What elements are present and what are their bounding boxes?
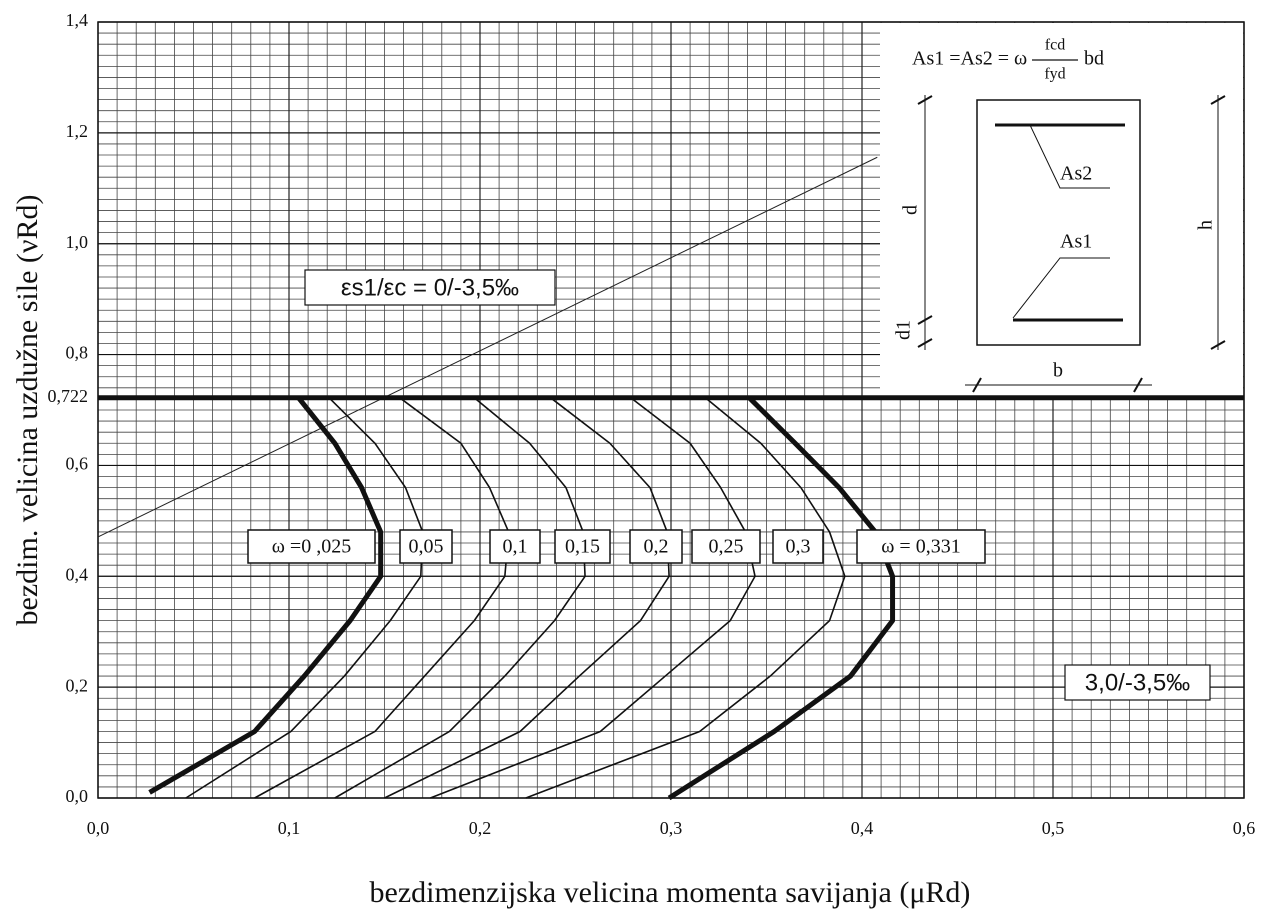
- formula: As1 =As2 = ω: [912, 48, 1027, 70]
- legend-label: 0,15: [565, 536, 600, 558]
- y-tick-label: 1,2: [66, 121, 89, 141]
- legend-label: ω =0 ,025: [272, 536, 351, 558]
- x-tick-label: 0,1: [278, 818, 301, 838]
- dimension-tick: [917, 315, 933, 325]
- grid: [97, 21, 1245, 799]
- legend-label: 0,3: [786, 536, 811, 558]
- y-tick-label: 1,0: [66, 232, 89, 252]
- dimension-tick: [1210, 95, 1226, 105]
- label-box: [399, 529, 453, 564]
- inset-label: b: [1053, 360, 1063, 382]
- dimension-tick: [1210, 340, 1226, 350]
- dimension-tick: [1133, 377, 1143, 393]
- annotation: εs1/εc = 0/-3,5‰: [341, 274, 519, 301]
- annotation-box: [1064, 664, 1211, 701]
- annotation-box: [304, 269, 556, 306]
- curve: [525, 397, 846, 799]
- curve: [384, 397, 670, 799]
- legend-label: 0,25: [709, 536, 744, 558]
- y-tick-label: 1,4: [66, 10, 89, 30]
- legend-label: 0,2: [644, 536, 669, 558]
- label-box: [554, 529, 611, 564]
- inset-label: As2: [1060, 163, 1092, 185]
- x-tick-label: 0,3: [660, 818, 683, 838]
- inset-label: d: [900, 205, 922, 215]
- x-tick-label: 0,5: [1042, 818, 1065, 838]
- y-tick-label: 0,4: [66, 564, 89, 584]
- label-box: [489, 529, 541, 564]
- formula-numerator: fcd: [1045, 37, 1065, 54]
- y-tick-label: 0,8: [66, 343, 89, 363]
- legend-label: 0,1: [503, 536, 528, 558]
- label-box: [772, 529, 824, 564]
- dimension-tick: [972, 377, 982, 393]
- curve: [430, 397, 756, 799]
- annotation: 3,0/-3,5‰: [1085, 669, 1190, 696]
- x-tick-label: 0,0: [87, 818, 110, 838]
- formula: bd: [1084, 48, 1104, 70]
- y-axis-title: bezdim. velicina uzdužne sile (νRd): [11, 195, 44, 626]
- label-box: [629, 529, 683, 564]
- label-box: [856, 529, 986, 564]
- y-tick-label: 0,2: [66, 675, 89, 695]
- section: [976, 99, 1141, 346]
- x-tick-label: 0,2: [469, 818, 492, 838]
- reference-line: [97, 156, 878, 538]
- formula-denominator: fyd: [1044, 66, 1065, 83]
- dimension-tick: [917, 338, 933, 348]
- label-box: [247, 529, 376, 564]
- label-box: [691, 529, 761, 564]
- y-tick-label: 0,6: [66, 454, 89, 474]
- leader: [1029, 124, 1110, 189]
- x-axis-title: bezdimenzijska velicina momenta savijanj…: [370, 876, 971, 909]
- legend-label: ω = 0,331: [881, 536, 960, 558]
- inset: [917, 59, 1226, 393]
- legend-label: 0,05: [409, 536, 444, 558]
- y-tick-label: 0,722: [48, 386, 89, 406]
- inset-label: As1: [1060, 231, 1092, 253]
- inset-label: d1: [893, 320, 915, 340]
- curve: [254, 397, 510, 799]
- curve: [148, 396, 384, 795]
- x-tick-label: 0,6: [1233, 818, 1256, 838]
- overlay: ω =0 ,025 0,05 0,1 0,15 0,2 0,25 0,3 ω = 0,331 ε…: [98, 269, 1244, 801]
- curve: [334, 397, 586, 799]
- y-tick-label: 0,0: [66, 786, 89, 806]
- dimension-tick: [917, 95, 933, 105]
- curve: [667, 396, 896, 801]
- inset-label: h: [1195, 220, 1217, 230]
- x-tick-label: 0,4: [851, 818, 874, 838]
- leader: [1012, 257, 1110, 319]
- inset-background: [880, 23, 1243, 397]
- curve: [185, 397, 424, 799]
